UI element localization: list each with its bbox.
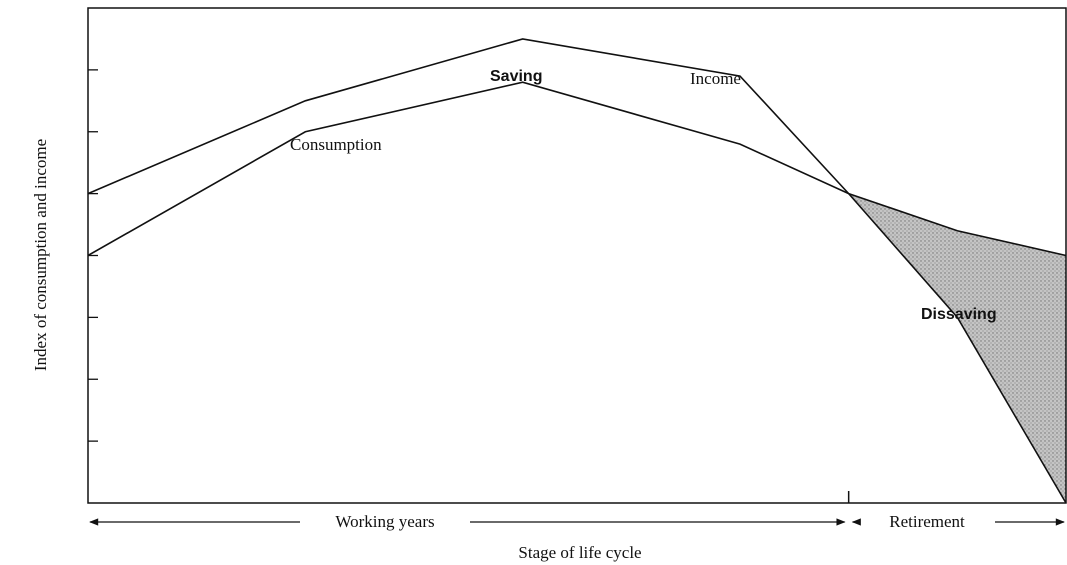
income-line — [87, 38, 1067, 504]
dissaving-annotation: Dissaving — [921, 306, 997, 323]
income-series-label: Income — [690, 69, 741, 88]
dissaving-area — [848, 193, 1066, 503]
consumption-series-label: Consumption — [290, 135, 382, 154]
consumption-line — [87, 81, 1067, 257]
working-years-label: Working years — [335, 512, 434, 531]
saving-annotation: Saving — [490, 68, 542, 85]
retirement-label: Retirement — [889, 512, 965, 531]
y-axis-label: Index of consumption and income — [31, 139, 50, 371]
x-axis-label: Stage of life cycle — [518, 543, 641, 562]
